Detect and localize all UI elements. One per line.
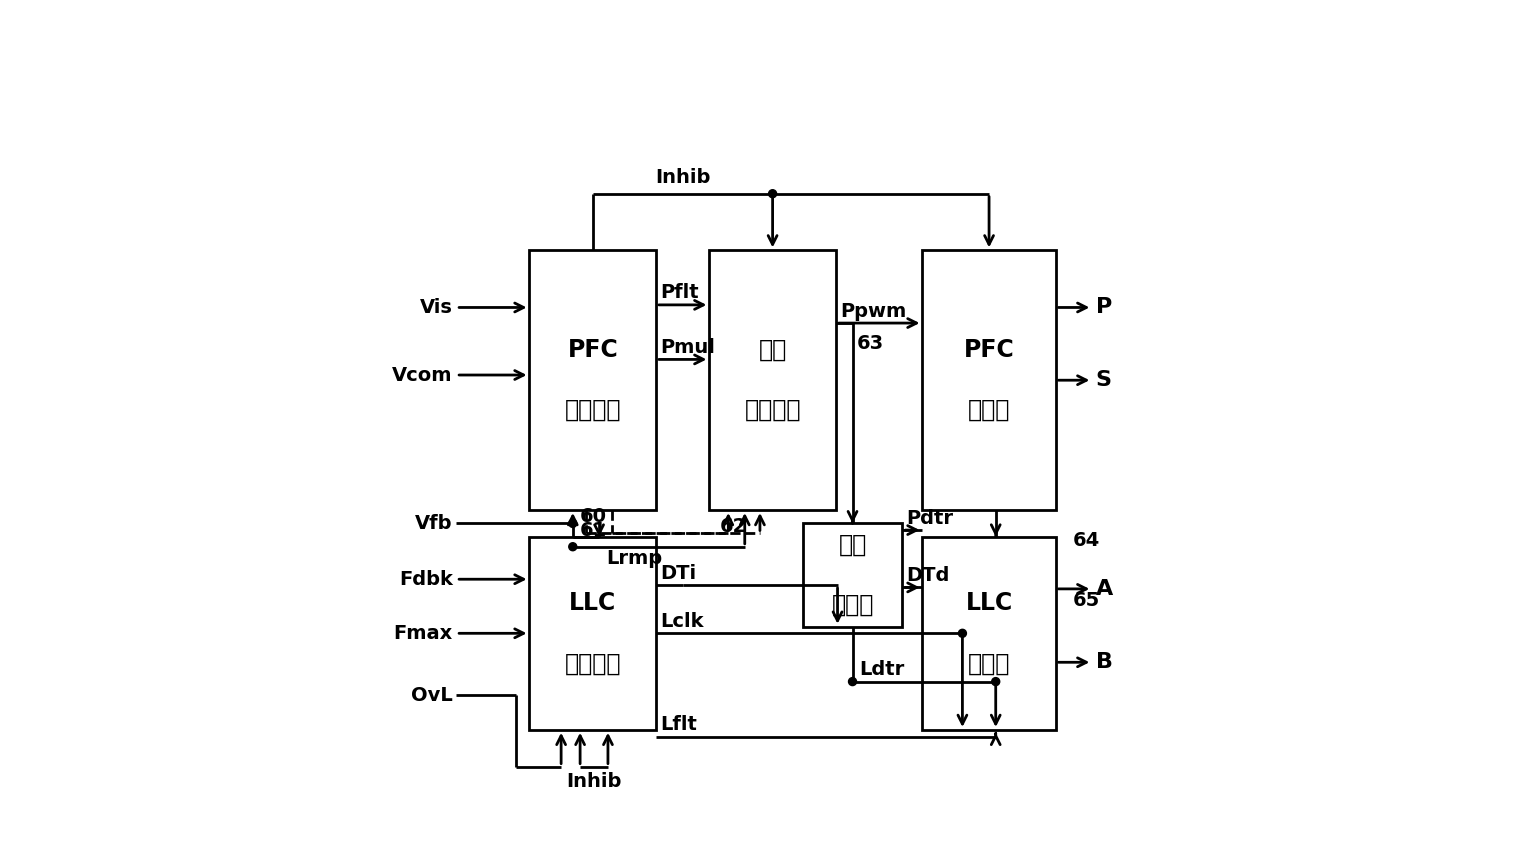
Text: Pdtr: Pdtr [907,509,954,528]
Text: Vcom: Vcom [392,366,453,385]
Text: Fdbk: Fdbk [400,570,453,589]
Text: Pflt: Pflt [660,284,698,303]
Circle shape [848,677,857,686]
Text: 61: 61 [580,521,607,540]
Text: S: S [1096,370,1111,390]
Text: LLC: LLC [569,592,616,615]
Text: PFC: PFC [568,338,618,362]
Text: 输出级: 输出级 [967,651,1010,676]
Text: Inhib: Inhib [566,772,622,791]
Text: Vis: Vis [419,298,453,317]
Text: Lclk: Lclk [660,612,704,631]
Circle shape [569,519,577,528]
Text: OvL: OvL [412,686,453,705]
Text: 控制单元: 控制单元 [565,398,621,422]
Bar [922,536,1055,730]
Text: DTi: DTi [660,563,696,582]
Bar [922,250,1055,510]
Text: 输出级: 输出级 [967,398,1010,422]
Circle shape [569,542,577,551]
Text: Inhib: Inhib [656,168,710,187]
Text: 60: 60 [580,507,607,526]
Bar [530,536,656,730]
Text: 延迟: 延迟 [839,533,866,557]
Text: Lflt: Lflt [660,715,696,734]
Text: 63: 63 [857,334,884,353]
Circle shape [992,677,999,686]
Text: 62: 62 [719,517,746,536]
Text: 控制单元: 控制单元 [565,651,621,676]
Bar [710,250,836,510]
Text: Ppwm: Ppwm [840,302,905,321]
Text: 控制单元: 控制单元 [745,398,801,422]
Text: P: P [1096,298,1111,317]
Text: Vfb: Vfb [415,514,453,533]
Text: Pmul: Pmul [660,338,715,357]
Text: 64: 64 [1072,530,1099,549]
Text: 边缘: 边缘 [759,338,787,362]
Text: 定时器: 定时器 [831,593,874,617]
Text: LLC: LLC [966,592,1013,615]
Text: Ldtr: Ldtr [858,660,904,679]
Text: PFC: PFC [964,338,1014,362]
Text: 65: 65 [1072,591,1099,610]
Text: B: B [1096,652,1113,672]
Text: Lrmp: Lrmp [606,549,662,568]
Text: DTd: DTd [907,566,949,585]
Circle shape [958,630,966,638]
Circle shape [769,189,777,198]
Text: A: A [1096,579,1113,599]
Bar [802,523,902,626]
Bar [530,250,656,510]
Text: Fmax: Fmax [394,624,453,643]
